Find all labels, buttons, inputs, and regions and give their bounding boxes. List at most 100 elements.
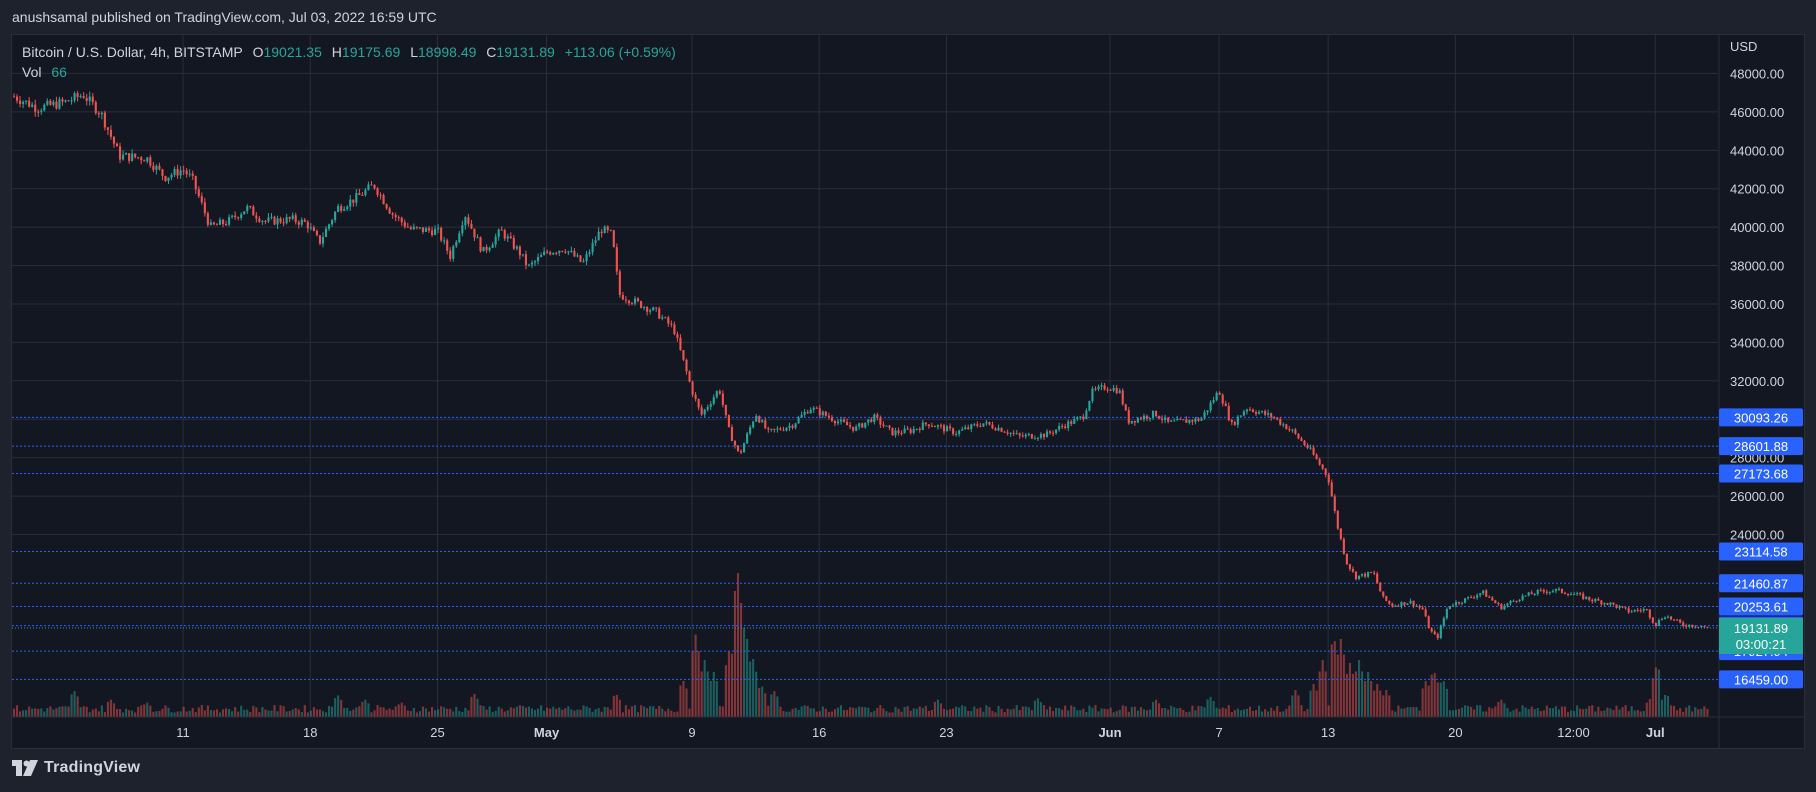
candle-body	[1048, 431, 1052, 433]
candle	[1312, 445, 1315, 456]
candle	[909, 427, 912, 435]
volume-bar	[1682, 711, 1685, 717]
candle-body	[67, 100, 70, 102]
candle	[12, 93, 16, 98]
tradingview-logo[interactable]: TradingView	[12, 759, 140, 777]
candle	[667, 315, 670, 327]
candle	[976, 421, 979, 428]
candle	[406, 222, 409, 228]
candle-body	[897, 430, 900, 433]
volume-bar	[1669, 705, 1673, 717]
candle	[1400, 601, 1403, 609]
candle	[767, 426, 770, 433]
candle-body	[1148, 417, 1152, 419]
volume-bar	[34, 708, 37, 717]
candle-body	[158, 165, 161, 170]
candle-body	[1673, 619, 1676, 621]
candle	[218, 217, 222, 225]
volume-bar	[1191, 705, 1194, 717]
candle-body	[143, 160, 146, 162]
candle-body	[1706, 626, 1709, 628]
volume-bar	[318, 709, 322, 717]
candle-body	[1261, 411, 1264, 413]
volume-bar	[967, 710, 970, 717]
volume-bar	[100, 705, 103, 717]
volume-bar	[1321, 660, 1324, 717]
candle	[1048, 430, 1052, 435]
candle	[1315, 453, 1318, 460]
candle	[121, 150, 125, 161]
candle-body	[237, 217, 240, 219]
candle-body	[1603, 603, 1606, 605]
candle-body	[1548, 591, 1551, 593]
candle	[730, 424, 734, 442]
candle	[1473, 595, 1476, 599]
volume-bar	[997, 705, 1000, 717]
candle	[739, 449, 743, 455]
volume-bar	[1030, 710, 1033, 717]
volume-bar	[1570, 710, 1573, 717]
candle-body	[1382, 591, 1385, 597]
volume-bar	[1394, 711, 1397, 717]
volume-bar	[1088, 705, 1091, 717]
candle	[1463, 598, 1467, 604]
price-chart[interactable]: USD 24000.0026000.0028000.0030000.003200…	[12, 35, 1804, 748]
candle	[549, 250, 552, 256]
volume-bar	[306, 712, 309, 717]
volume-bar	[991, 710, 994, 717]
candle	[894, 427, 897, 438]
volume-bar	[1500, 699, 1503, 717]
candle	[576, 253, 579, 258]
candle	[1288, 426, 1291, 432]
candle	[821, 410, 824, 419]
volume-bar	[43, 711, 46, 717]
volume-bar	[1560, 706, 1564, 717]
volume-bar	[249, 712, 252, 717]
candle	[1167, 417, 1170, 424]
candle	[503, 228, 506, 241]
candle	[94, 100, 97, 115]
candle	[1627, 606, 1630, 614]
candle-body	[1418, 605, 1421, 608]
level-label-bg	[1719, 542, 1803, 561]
volume-bar	[334, 698, 337, 717]
volume-bar	[873, 710, 876, 717]
candle-body	[352, 199, 355, 203]
candle	[1300, 436, 1303, 442]
candle-body	[1688, 624, 1691, 627]
volume-bar	[309, 710, 312, 717]
candle	[255, 212, 258, 223]
volume-bar	[664, 711, 667, 717]
volume-bar	[885, 711, 888, 717]
candle	[61, 97, 64, 106]
candle-body	[264, 220, 267, 222]
candle-body	[697, 398, 700, 408]
candle	[1076, 416, 1079, 422]
volume-bar	[815, 711, 818, 717]
volume-bar	[1079, 710, 1082, 717]
candle-body	[1512, 600, 1515, 602]
chart-frame[interactable]: USD 24000.0026000.0028000.0030000.003200…	[11, 34, 1805, 749]
volume-bar	[836, 707, 840, 717]
volume-bar	[324, 712, 328, 717]
candle	[1488, 595, 1491, 598]
volume-bar	[1445, 688, 1448, 717]
candle-body	[49, 100, 52, 105]
candle	[1112, 384, 1115, 393]
candle-body	[1524, 595, 1527, 597]
volume-bar	[218, 712, 222, 717]
candle-body	[1076, 417, 1079, 419]
candle-body	[1669, 616, 1673, 620]
candle	[624, 296, 627, 304]
candle-body	[1645, 609, 1648, 611]
candle-body	[285, 217, 288, 224]
volume-bar	[1270, 707, 1273, 717]
volume-bar	[839, 705, 843, 717]
volume-bar	[600, 711, 603, 717]
candle-body	[494, 236, 497, 245]
volume-bar	[942, 708, 946, 717]
candle	[327, 223, 331, 231]
volume-bar	[185, 711, 188, 717]
candle-body	[1218, 392, 1221, 395]
candle-body	[1021, 435, 1024, 437]
